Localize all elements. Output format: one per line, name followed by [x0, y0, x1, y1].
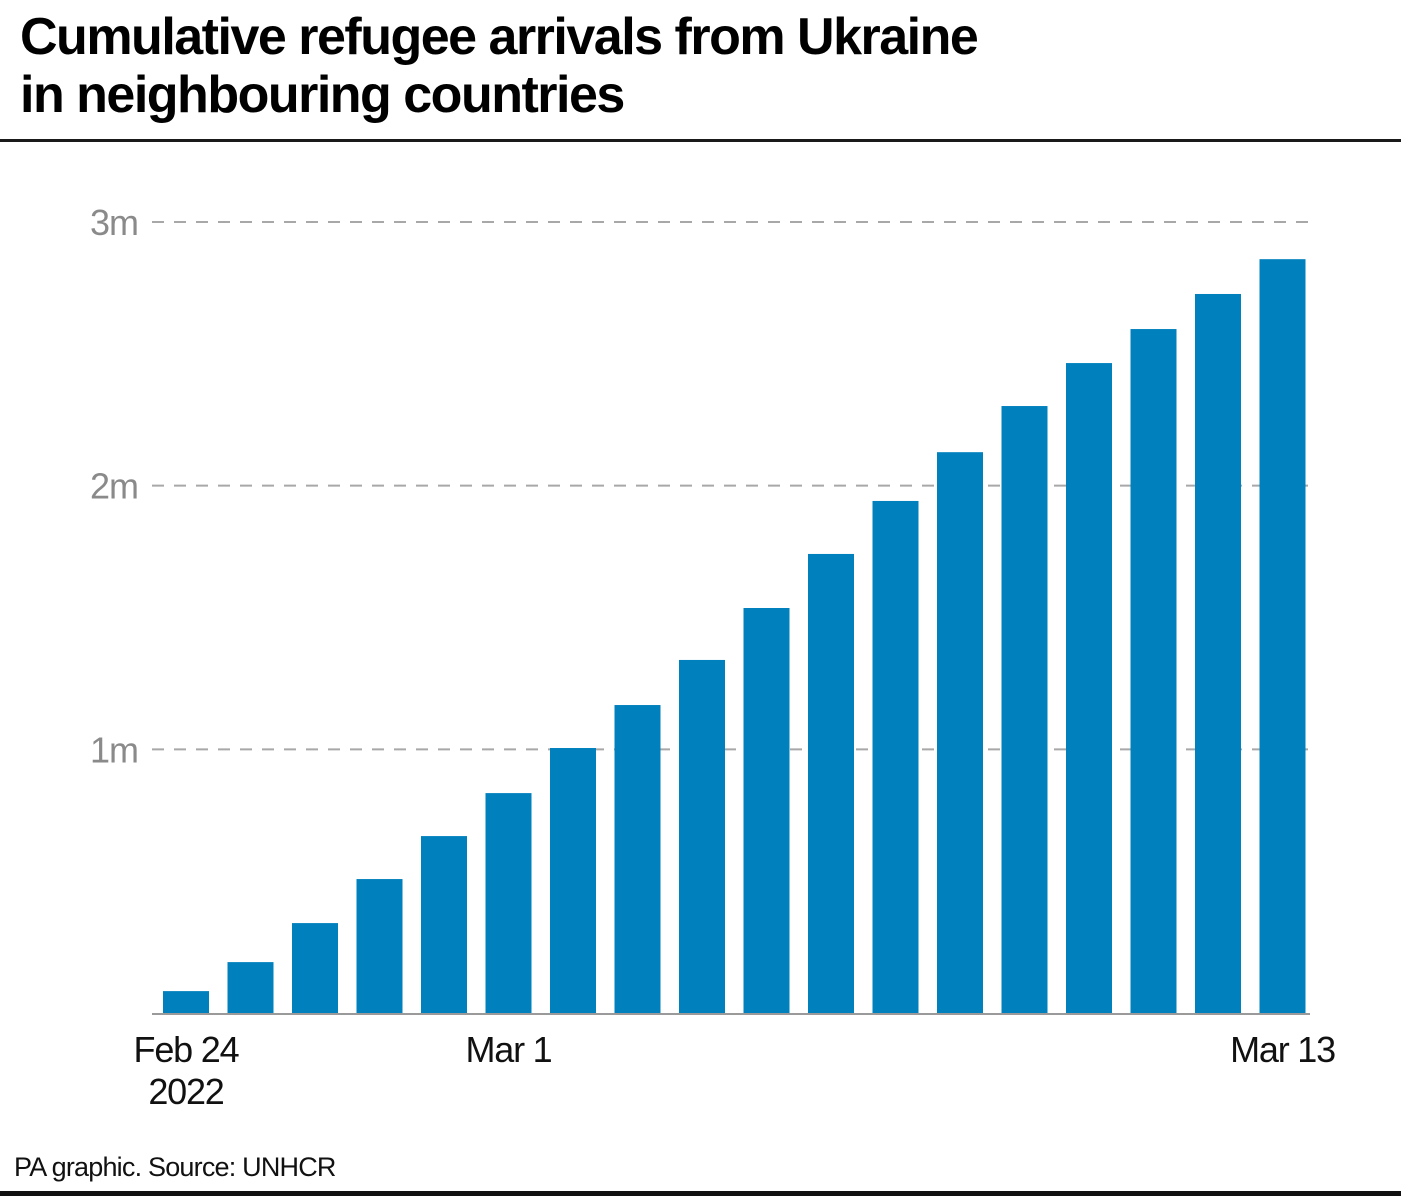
bar-mar-10 [1066, 363, 1112, 1014]
bar-mar-4 [679, 659, 725, 1013]
bar-feb-27 [356, 879, 403, 1013]
bar-mar-13 [1259, 259, 1306, 1013]
x-tick-label: Mar 1 [465, 1029, 551, 1070]
y-axis-ticks: 1m 2m 3m [90, 202, 139, 770]
bar-mar-3 [614, 705, 661, 1013]
y-tick-label: 3m [90, 202, 138, 243]
bar-mar-9 [1001, 406, 1048, 1014]
bar-mar-7 [872, 500, 919, 1013]
source-note: PA graphic. Source: UNHCR [14, 1152, 336, 1182]
bar-mar-2 [550, 748, 596, 1013]
y-tick-label: 2m [90, 466, 138, 507]
chart-title-line-1: Cumulative refugee arrivals from Ukraine [20, 8, 979, 66]
bar-mar-1 [485, 793, 532, 1013]
title-divider [0, 139, 1401, 142]
y-tick-label: 1m [90, 729, 138, 770]
chart-title: Cumulative refugee arrivals from Ukraine… [20, 8, 979, 124]
bar-feb-26 [292, 923, 338, 1013]
bars [163, 259, 1306, 1014]
bar-mar-8 [937, 452, 983, 1013]
x-tick-label: 2022 [148, 1071, 223, 1112]
bar-feb-25 [227, 962, 274, 1013]
bar-mar-11 [1130, 329, 1177, 1013]
bar-feb-28 [421, 836, 467, 1013]
gridlines [152, 221, 1310, 751]
bar-mar-5 [743, 608, 790, 1013]
x-tick-label: Mar 13 [1230, 1029, 1335, 1070]
x-tick-label: Feb 24 [134, 1029, 239, 1070]
chart-title-line-2: in neighbouring countries [20, 66, 625, 124]
bar-mar-12 [1195, 293, 1241, 1014]
bar-mar-6 [808, 553, 854, 1013]
footer-divider [0, 1191, 1401, 1196]
bar-feb-24 [163, 991, 209, 1013]
